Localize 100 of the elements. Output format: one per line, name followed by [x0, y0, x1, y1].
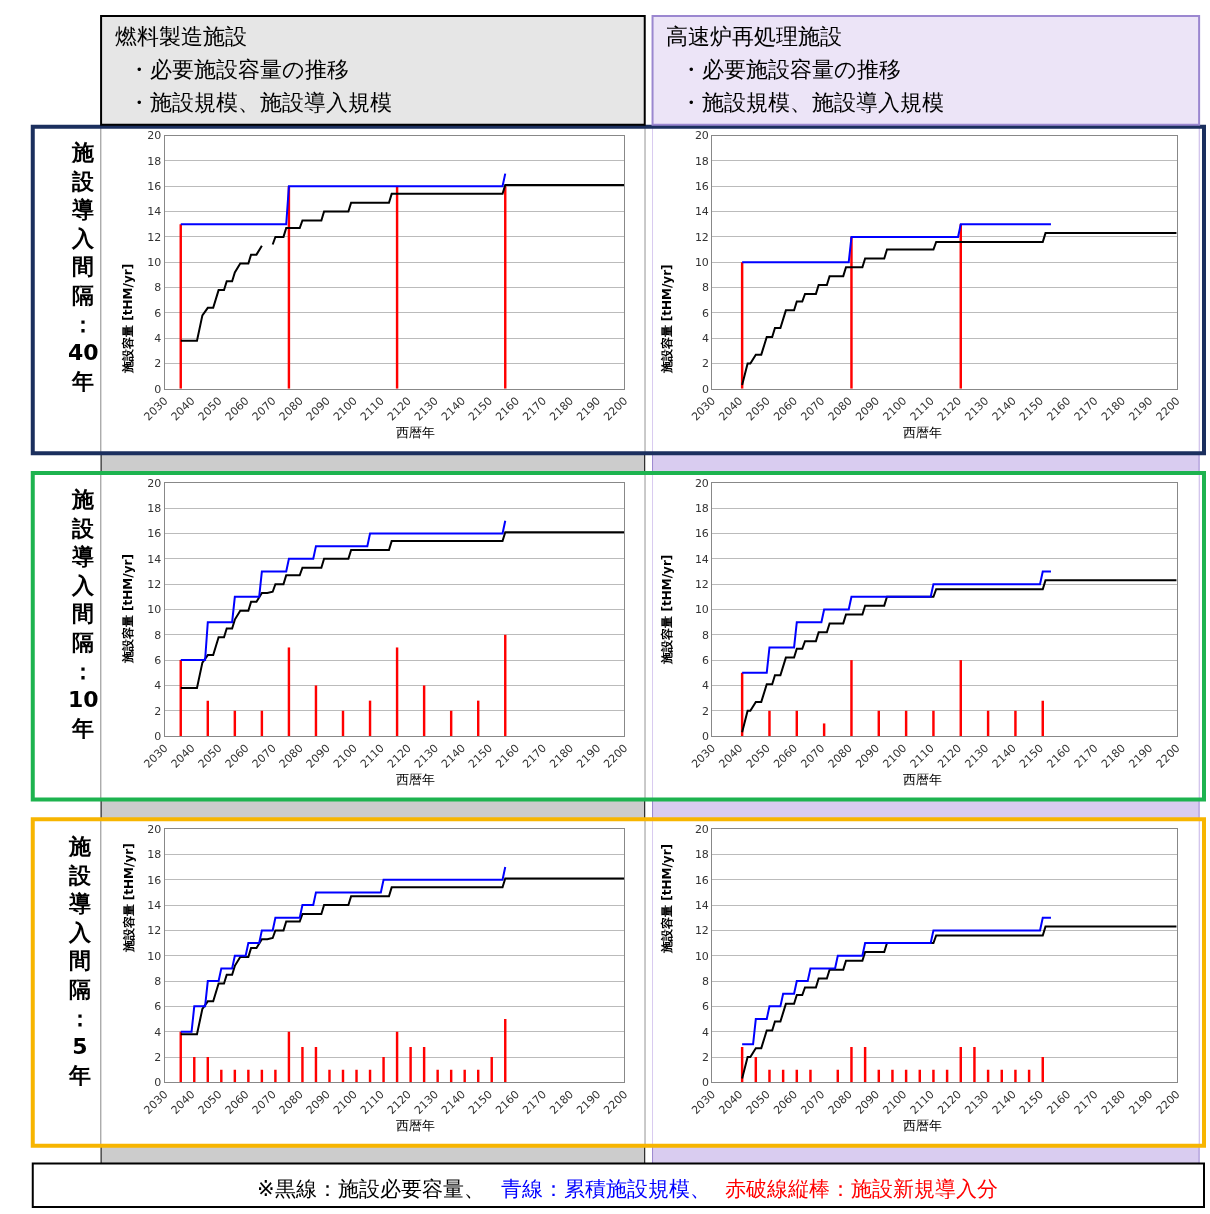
y-tick-label: 6	[701, 306, 709, 320]
y-tick-label: 14	[694, 205, 709, 219]
y-axis-title: 施設容量 [tHM/yr]	[121, 843, 136, 954]
y-tick-label: 4	[701, 1025, 709, 1039]
y-tick-label: 6	[154, 1000, 162, 1014]
line-series	[741, 232, 1177, 387]
line-series	[179, 531, 625, 689]
y-tick-label: 6	[154, 653, 162, 667]
chart-title: 燃料製造施設	[115, 24, 247, 49]
line-series	[179, 866, 507, 1033]
x-axis-title: 西暦年	[396, 772, 435, 787]
line-series	[741, 916, 1052, 1046]
y-tick-label: 20	[147, 129, 162, 143]
text: 施設導入間隔：10年	[68, 487, 99, 741]
y-tick-label: 8	[701, 281, 709, 295]
text: 施設導入間隔：5年	[69, 834, 91, 1088]
bar	[1014, 1069, 1017, 1083]
y-tick-label: 2	[154, 704, 162, 718]
y-tick-label: 4	[154, 332, 162, 346]
y-tick-label: 18	[694, 848, 709, 862]
y-tick-label: 6	[154, 306, 162, 320]
y-tick-label: 10	[694, 256, 709, 270]
y-tick-label: 12	[147, 924, 162, 938]
y-tick-label: 6	[701, 653, 709, 667]
bar	[436, 1069, 439, 1083]
y-tick-label: 16	[147, 873, 162, 887]
line-series	[179, 519, 507, 662]
bar	[1014, 710, 1017, 737]
y-tick-label: 16	[694, 180, 709, 194]
bar	[463, 1069, 466, 1083]
y-tick-label: 14	[694, 898, 709, 912]
y-tick-label: 12	[694, 924, 709, 938]
y-tick-label: 0	[154, 729, 162, 743]
x-axis-title: 西暦年	[396, 425, 435, 440]
y-tick-label: 20	[147, 822, 162, 836]
y-tick-label: 20	[147, 476, 162, 490]
bar	[301, 1046, 304, 1083]
y-tick-label: 18	[147, 154, 162, 168]
y-tick-label: 14	[147, 205, 162, 219]
y-tick-label: 2	[701, 704, 709, 718]
y-tick-label: 12	[694, 230, 709, 244]
y-tick-label: 12	[694, 577, 709, 591]
y-tick-label: 2	[154, 357, 162, 371]
y-tick-label: 6	[701, 1000, 709, 1014]
line-series	[741, 925, 1177, 1080]
y-tick-label: 0	[701, 729, 709, 743]
y-tick-label: 8	[154, 974, 162, 988]
y-tick-label: 8	[701, 628, 709, 642]
y-axis-title: 施設容量 [tHM/yr]	[659, 554, 674, 665]
chart-subtitle: ・必要施設容量の推移・施設規模、施設導入規模	[680, 57, 944, 115]
y-tick-label: 16	[147, 180, 162, 194]
y-tick-label: 2	[154, 1050, 162, 1064]
y-tick-label: 12	[147, 230, 162, 244]
y-tick-label: 10	[147, 603, 162, 617]
bar	[932, 1069, 935, 1083]
x-axis-title: 西暦年	[903, 425, 942, 440]
bar	[382, 1057, 385, 1083]
y-tick-label: 18	[694, 502, 709, 516]
bar	[355, 1069, 358, 1083]
chart-title: 高速炉再処理施設	[666, 24, 842, 49]
y-tick-label: 4	[154, 1025, 162, 1039]
text: ※黒線：施設必要容量、	[257, 1177, 485, 1201]
y-axis-title: 施設容量 [tHM/yr]	[121, 554, 136, 665]
y-tick-label: 10	[694, 949, 709, 963]
y-axis-title: 施設容量 [tHM/yr]	[121, 263, 136, 374]
y-tick-label: 20	[694, 822, 709, 836]
y-tick-label: 0	[701, 382, 709, 396]
line-series	[741, 570, 1052, 674]
y-tick-label: 14	[147, 552, 162, 566]
y-tick-label: 0	[154, 382, 162, 396]
y-tick-label: 4	[701, 332, 709, 346]
text: 赤破線縦棒：施設新規導入分	[725, 1177, 998, 1201]
line-series	[179, 877, 625, 1036]
bar	[850, 236, 853, 389]
bar	[809, 1069, 812, 1083]
bar	[973, 1046, 976, 1083]
bar	[768, 1069, 771, 1083]
y-tick-label: 18	[147, 502, 162, 516]
y-tick-label: 16	[147, 527, 162, 541]
y-tick-label: 4	[154, 679, 162, 693]
y-tick-label: 8	[154, 281, 162, 295]
x-axis-title: 西暦年	[396, 1118, 435, 1133]
bar	[247, 1069, 250, 1083]
y-tick-label: 8	[154, 628, 162, 642]
text: 施設導入間隔：40年	[68, 140, 99, 394]
y-tick-label: 10	[147, 256, 162, 270]
bar	[328, 1069, 331, 1083]
y-tick-label: 2	[701, 357, 709, 371]
y-tick-label: 14	[694, 552, 709, 566]
y-tick-label: 16	[694, 527, 709, 541]
y-tick-label: 10	[694, 603, 709, 617]
bar	[220, 1069, 223, 1083]
y-tick-label: 18	[694, 154, 709, 168]
chart-subtitle: ・必要施設容量の推移・施設規模、施設導入規模	[128, 57, 392, 115]
y-tick-label: 20	[694, 129, 709, 143]
x-axis-title: 西暦年	[903, 772, 942, 787]
bar	[274, 1069, 277, 1083]
y-tick-label: 8	[701, 974, 709, 988]
y-tick-label: 0	[701, 1076, 709, 1090]
bar	[768, 710, 771, 737]
